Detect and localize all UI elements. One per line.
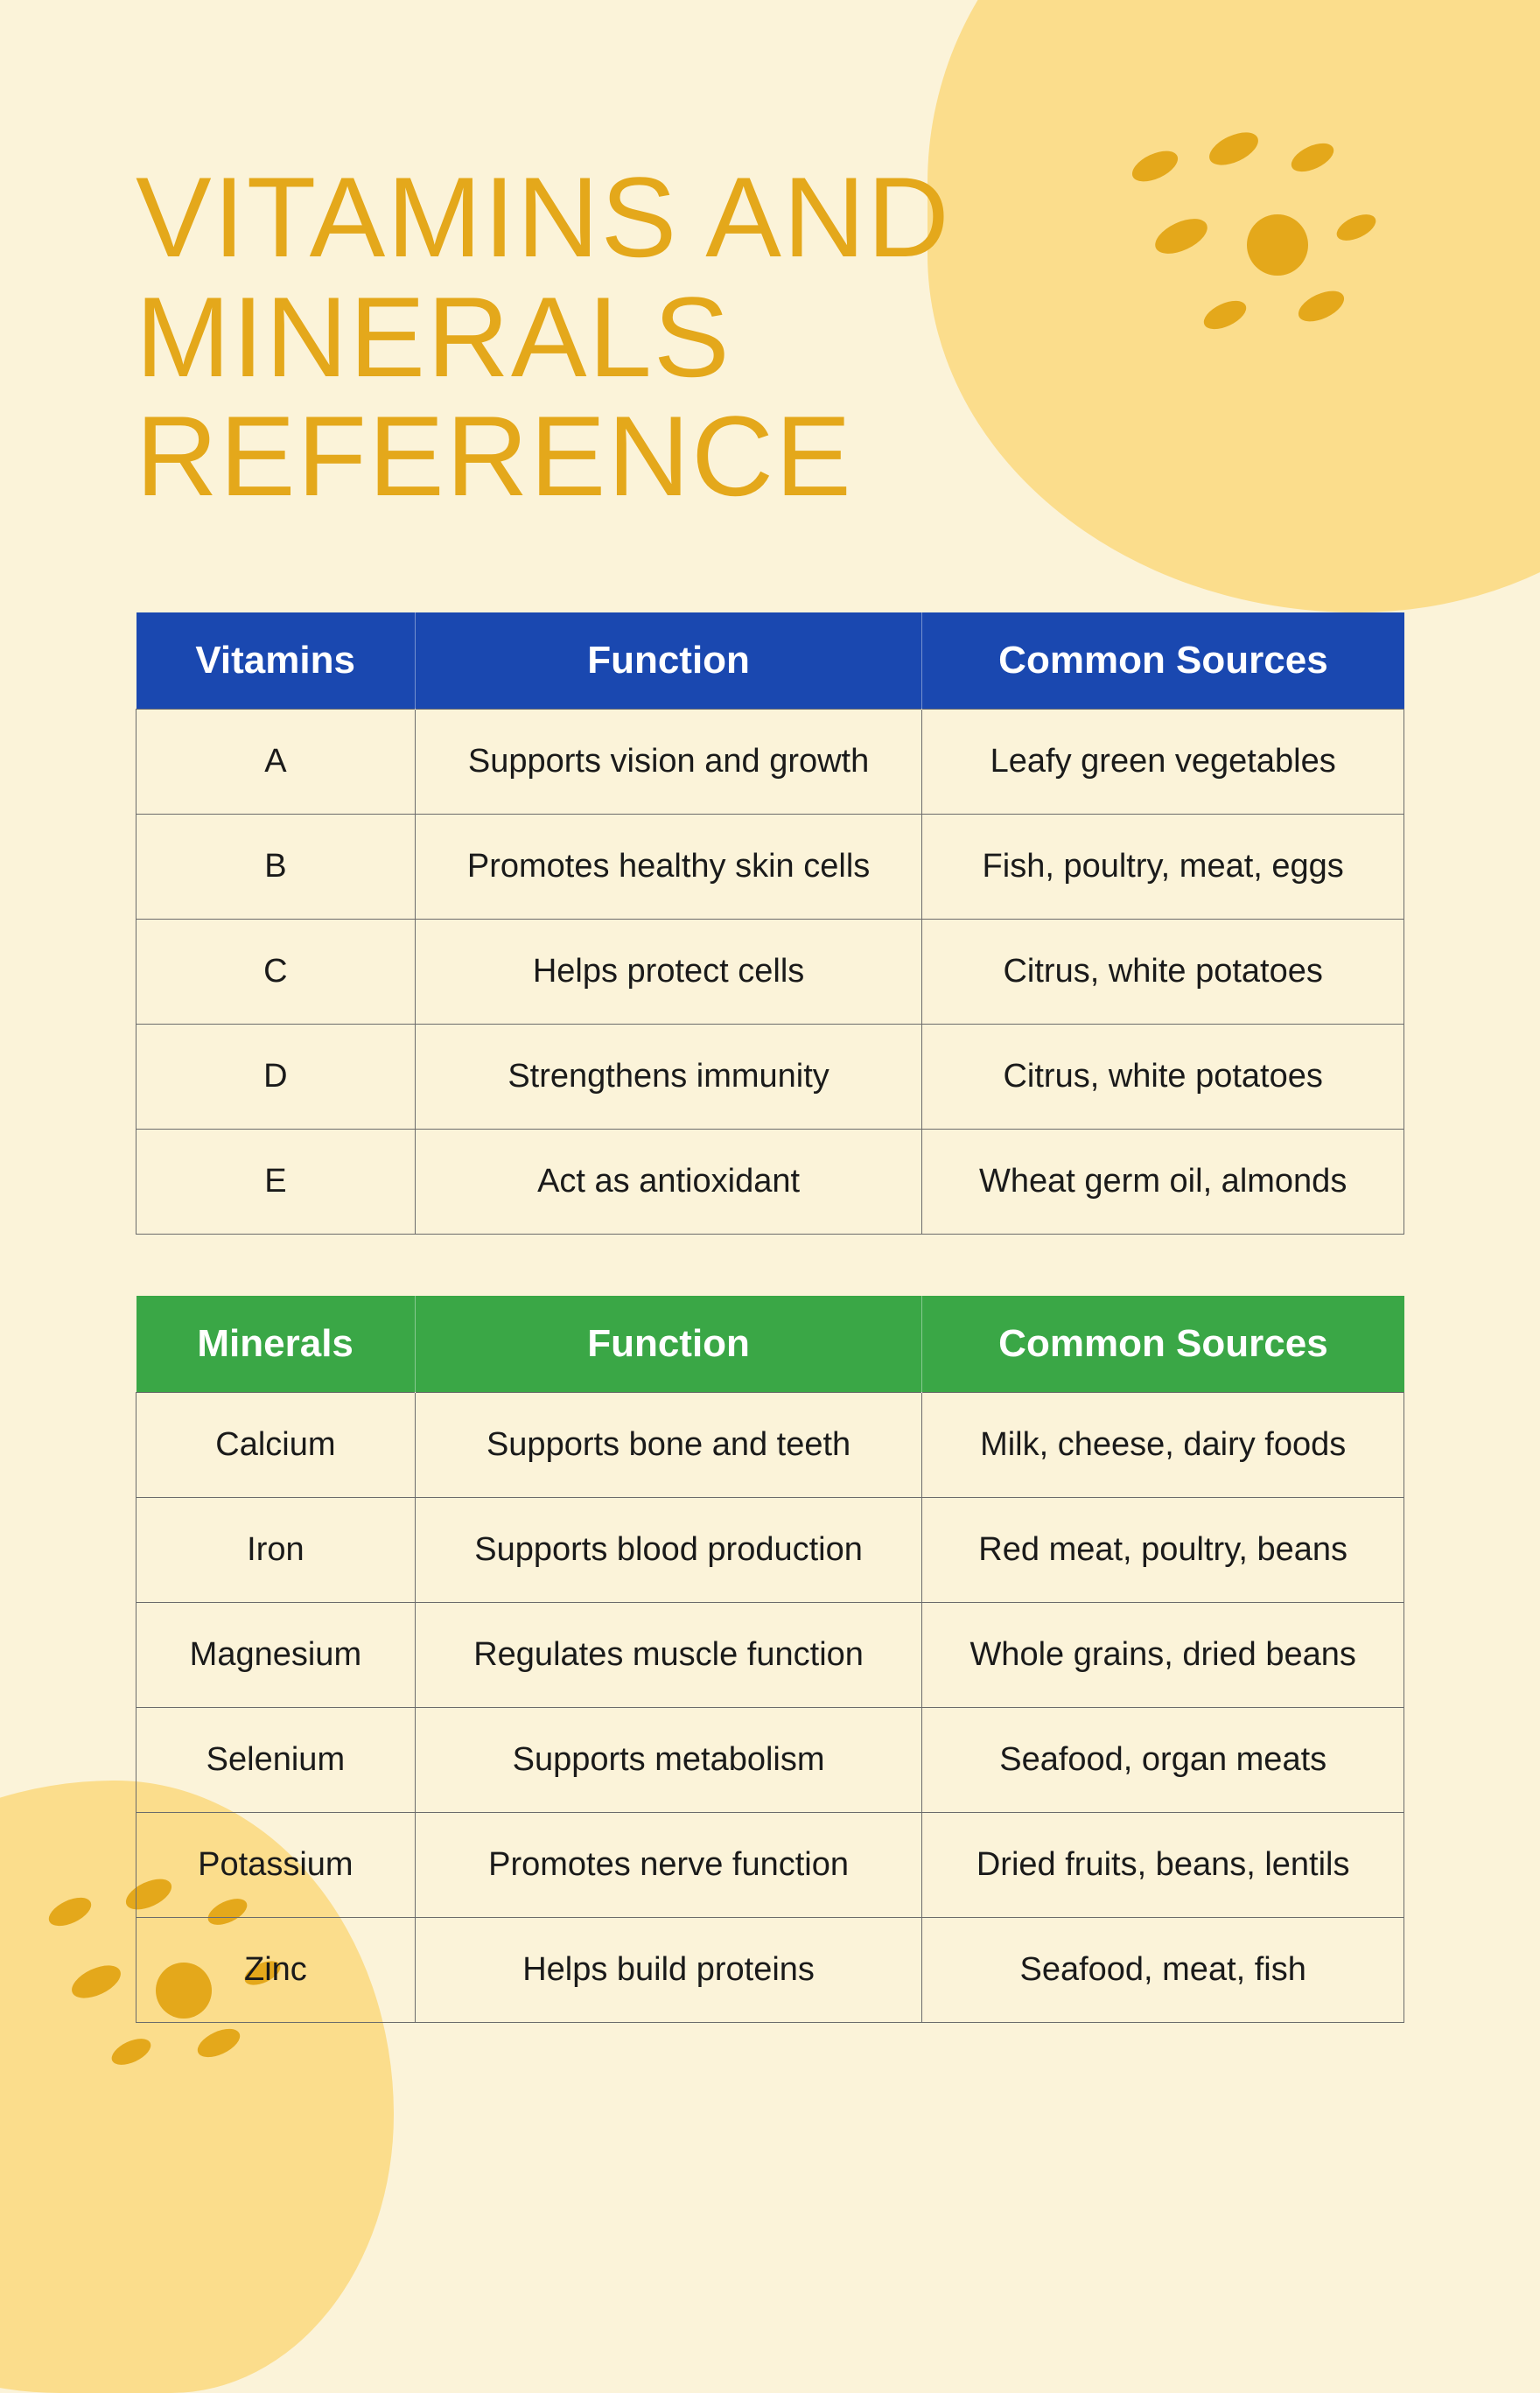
table-cell: C bbox=[136, 919, 416, 1024]
table-cell: Regulates muscle function bbox=[415, 1602, 922, 1707]
table-cell: Magnesium bbox=[136, 1602, 416, 1707]
table-cell: Iron bbox=[136, 1497, 416, 1602]
column-header: Vitamins bbox=[136, 612, 416, 710]
table-cell: D bbox=[136, 1024, 416, 1129]
vitamins-header-row: VitaminsFunctionCommon Sources bbox=[136, 612, 1404, 710]
table-cell: B bbox=[136, 814, 416, 919]
table-cell: Red meat, poultry, beans bbox=[922, 1497, 1404, 1602]
title-line-1: VITAMINS AND bbox=[136, 153, 951, 281]
minerals-header-row: MineralsFunctionCommon Sources bbox=[136, 1296, 1404, 1393]
title-line-2: MINERALS REFERENCE bbox=[136, 273, 853, 521]
table-row: EAct as antioxidantWheat germ oil, almon… bbox=[136, 1129, 1404, 1234]
table-cell: Whole grains, dried beans bbox=[922, 1602, 1404, 1707]
page-title: VITAMINS AND MINERALS REFERENCE bbox=[136, 157, 1404, 516]
table-cell: Seafood, organ meats bbox=[922, 1707, 1404, 1812]
table-row: DStrengthens immunityCitrus, white potat… bbox=[136, 1024, 1404, 1129]
table-cell: Wheat germ oil, almonds bbox=[922, 1129, 1404, 1234]
table-row: MagnesiumRegulates muscle functionWhole … bbox=[136, 1602, 1404, 1707]
column-header: Common Sources bbox=[922, 1296, 1404, 1393]
table-cell: Calcium bbox=[136, 1392, 416, 1497]
table-cell: Promotes healthy skin cells bbox=[415, 814, 922, 919]
table-cell: Helps protect cells bbox=[415, 919, 922, 1024]
table-row: CalciumSupports bone and teethMilk, chee… bbox=[136, 1392, 1404, 1497]
column-header: Common Sources bbox=[922, 612, 1404, 710]
table-row: SeleniumSupports metabolismSeafood, orga… bbox=[136, 1707, 1404, 1812]
table-cell: Zinc bbox=[136, 1917, 416, 2022]
table-row: PotassiumPromotes nerve functionDried fr… bbox=[136, 1812, 1404, 1917]
column-header: Function bbox=[415, 612, 922, 710]
table-cell: Leafy green vegetables bbox=[922, 709, 1404, 814]
table-cell: Seafood, meat, fish bbox=[922, 1917, 1404, 2022]
table-row: CHelps protect cellsCitrus, white potato… bbox=[136, 919, 1404, 1024]
table-cell: Citrus, white potatoes bbox=[922, 919, 1404, 1024]
vitamins-table: VitaminsFunctionCommon Sources ASupports… bbox=[136, 612, 1404, 1235]
table-cell: Dried fruits, beans, lentils bbox=[922, 1812, 1404, 1917]
table-cell: Supports vision and growth bbox=[415, 709, 922, 814]
minerals-table: MineralsFunctionCommon Sources CalciumSu… bbox=[136, 1296, 1404, 2023]
table-cell: E bbox=[136, 1129, 416, 1234]
table-cell: Supports bone and teeth bbox=[415, 1392, 922, 1497]
table-cell: Strengthens immunity bbox=[415, 1024, 922, 1129]
table-cell: Selenium bbox=[136, 1707, 416, 1812]
column-header: Function bbox=[415, 1296, 922, 1393]
table-cell: Act as antioxidant bbox=[415, 1129, 922, 1234]
column-header: Minerals bbox=[136, 1296, 416, 1393]
table-row: IronSupports blood productionRed meat, p… bbox=[136, 1497, 1404, 1602]
table-row: ASupports vision and growthLeafy green v… bbox=[136, 709, 1404, 814]
table-cell: Fish, poultry, meat, eggs bbox=[922, 814, 1404, 919]
table-cell: Milk, cheese, dairy foods bbox=[922, 1392, 1404, 1497]
table-row: ZincHelps build proteinsSeafood, meat, f… bbox=[136, 1917, 1404, 2022]
table-row: BPromotes healthy skin cellsFish, poultr… bbox=[136, 814, 1404, 919]
table-cell: A bbox=[136, 709, 416, 814]
table-cell: Helps build proteins bbox=[415, 1917, 922, 2022]
table-cell: Supports metabolism bbox=[415, 1707, 922, 1812]
table-cell: Promotes nerve function bbox=[415, 1812, 922, 1917]
table-cell: Supports blood production bbox=[415, 1497, 922, 1602]
table-cell: Potassium bbox=[136, 1812, 416, 1917]
table-cell: Citrus, white potatoes bbox=[922, 1024, 1404, 1129]
